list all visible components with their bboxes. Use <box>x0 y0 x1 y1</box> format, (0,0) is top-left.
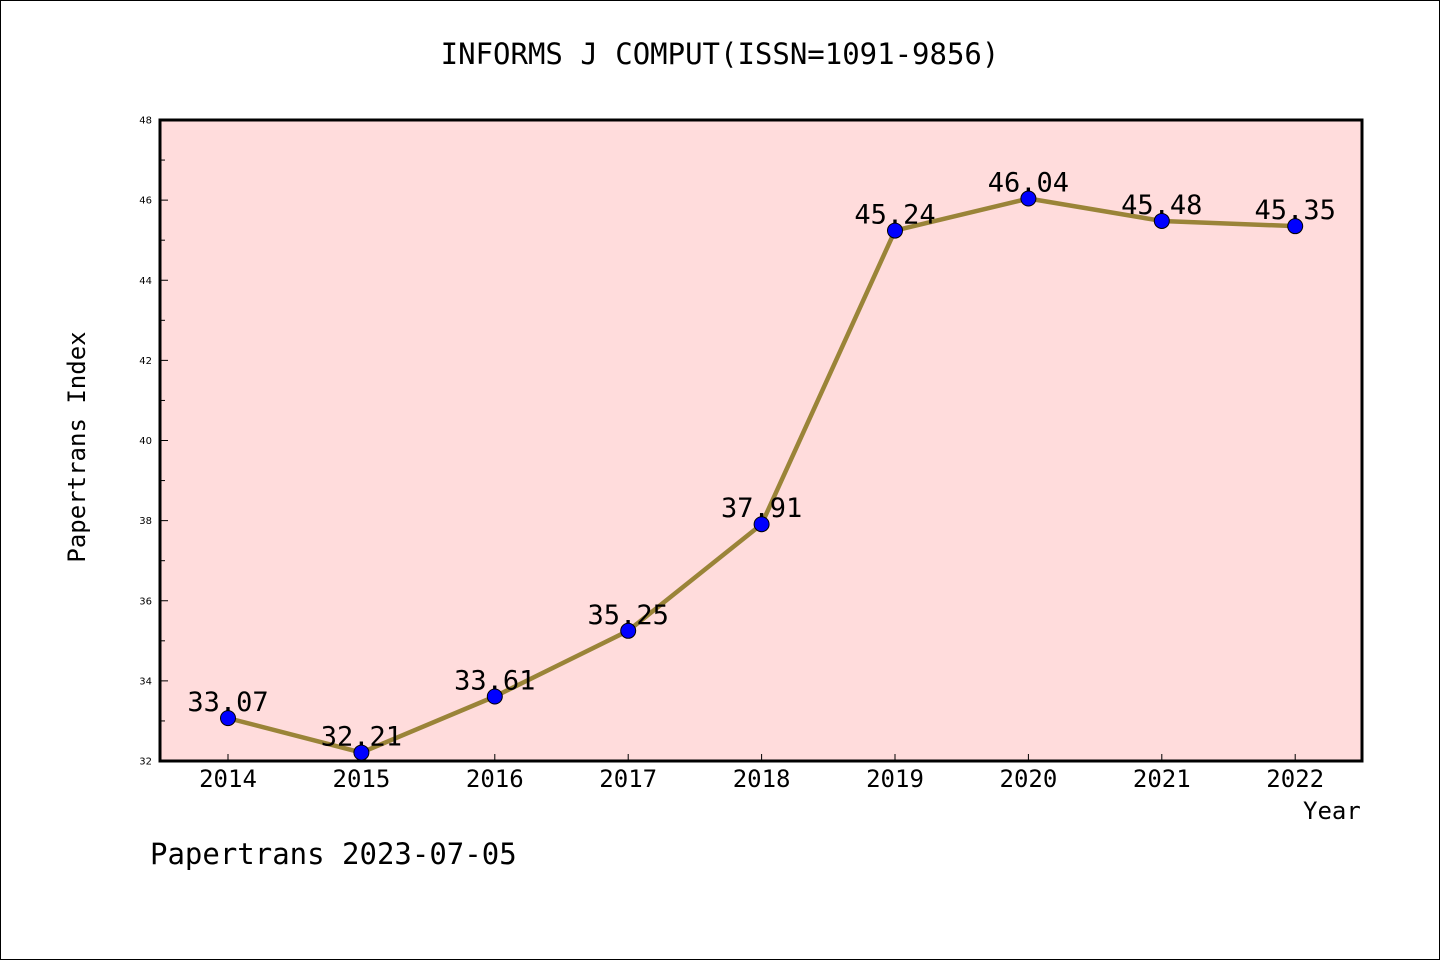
x-tick-label: 2014 <box>199 765 257 793</box>
data-point <box>1020 190 1037 207</box>
y-tick-label: 34 <box>139 676 152 687</box>
y-tick-label: 46 <box>139 196 152 207</box>
x-tick-label: 2018 <box>733 765 791 793</box>
y-tick-label: 40 <box>139 436 152 447</box>
x-tick-label: 2020 <box>1000 765 1058 793</box>
x-axis-label: Year <box>1303 797 1361 825</box>
chart-title: INFORMS J COMPUT(ISSN=1091-9856) <box>440 37 1000 71</box>
y-axis: 32 34 36 38 40 42 44 46 48 <box>139 116 168 768</box>
y-tick-label: 48 <box>139 116 152 127</box>
data-point <box>620 622 637 639</box>
data-point <box>887 222 903 239</box>
x-tick-label: 2021 <box>1133 765 1191 793</box>
series-group: 33.0732.2133.6135.2537.9145.2446.0445.48… <box>187 168 1336 761</box>
y-tick-label: 42 <box>139 356 152 367</box>
data-point <box>220 710 236 727</box>
footer-date-label: Papertrans 2023-07-05 <box>150 837 517 871</box>
y-tick-label: 36 <box>139 596 152 607</box>
data-point <box>486 688 503 705</box>
y-axis-label: Papertrans Index <box>63 331 91 563</box>
x-tick-label: 2019 <box>866 765 924 793</box>
data-point <box>1287 218 1304 235</box>
x-tick-label: 2017 <box>599 765 657 793</box>
x-tick-label: 2022 <box>1266 765 1324 793</box>
y-tick-label: 44 <box>139 276 152 287</box>
data-point <box>753 516 770 533</box>
x-tick-label: 2015 <box>333 765 391 793</box>
x-tick-label: 2016 <box>466 765 524 793</box>
x-axis: 2014 2015 2016 2017 2018 2019 2020 2021 2022 <box>199 754 1324 793</box>
y-tick-label: 32 <box>139 757 152 768</box>
y-tick-label: 38 <box>139 516 152 527</box>
data-point <box>353 744 370 761</box>
data-point <box>1153 212 1170 229</box>
